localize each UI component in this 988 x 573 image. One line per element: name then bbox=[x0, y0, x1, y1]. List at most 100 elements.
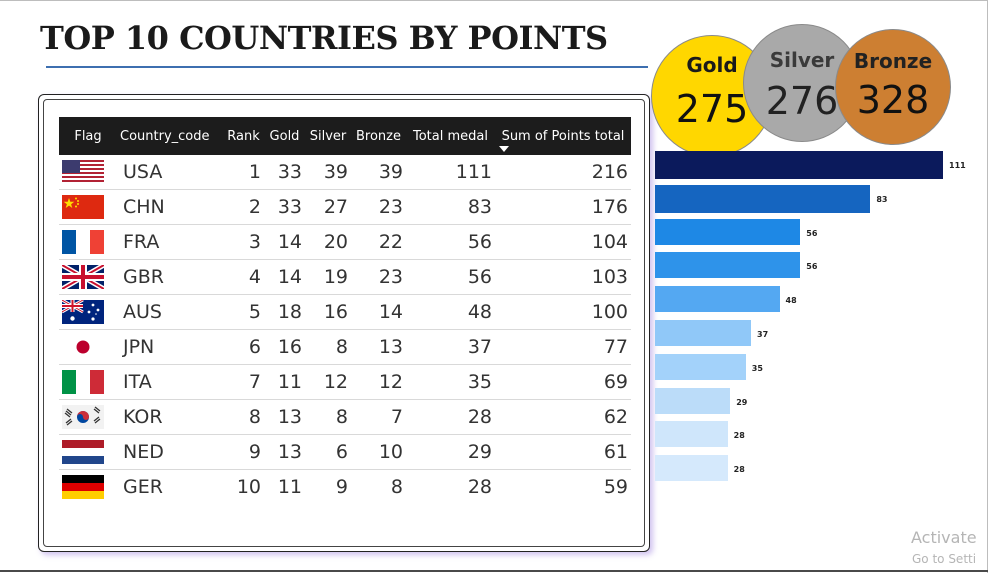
points-cell: 103 bbox=[495, 259, 631, 295]
medal-table[interactable]: Flag Country_code Rank Gold Silver Bronz… bbox=[59, 117, 631, 504]
table-row[interactable]: NED 9 13 6 10 29 61 bbox=[59, 434, 631, 470]
country-code-cell: FRA bbox=[117, 224, 223, 260]
bar-data-label: 37 bbox=[757, 330, 769, 339]
bar-1[interactable] bbox=[655, 151, 943, 179]
silver-cell: 20 bbox=[305, 224, 351, 260]
gold-cell: 13 bbox=[264, 399, 305, 435]
silver-cell: 8 bbox=[305, 329, 351, 365]
bar-data-label: 83 bbox=[876, 194, 888, 204]
table-row[interactable]: CHN 2 33 27 23 83 176 bbox=[59, 189, 631, 225]
france-flag-icon bbox=[62, 230, 104, 254]
silver-cell: 27 bbox=[305, 189, 351, 225]
points-cell: 77 bbox=[495, 329, 631, 365]
gold-cell: 16 bbox=[264, 329, 305, 365]
silver-cell: 19 bbox=[305, 259, 351, 295]
germany-flag-icon bbox=[62, 475, 104, 499]
silver-cell: 6 bbox=[305, 434, 351, 470]
table-row[interactable]: ITA 7 11 12 12 35 69 bbox=[59, 364, 631, 400]
flag-cell bbox=[59, 155, 117, 190]
flag-cell bbox=[59, 224, 117, 260]
country-code-cell: GBR bbox=[117, 259, 223, 295]
table-card-inner-border bbox=[43, 99, 645, 547]
flag-cell bbox=[59, 189, 117, 225]
table-row[interactable]: KOR 8 13 8 7 28 62 bbox=[59, 399, 631, 435]
column-header-gold[interactable]: Gold bbox=[264, 117, 305, 155]
gold-cell: 14 bbox=[264, 224, 305, 260]
bronze-value: 328 bbox=[856, 78, 930, 122]
table-row[interactable]: USA 1 33 39 39 111 216 bbox=[59, 155, 631, 190]
flag-cell bbox=[59, 434, 117, 470]
table-row[interactable]: GER 10 11 9 8 28 59 bbox=[59, 470, 631, 505]
flag-cell bbox=[59, 470, 117, 505]
bar-data-label: 28 bbox=[733, 465, 745, 475]
rank-cell: 4 bbox=[223, 259, 264, 295]
silver-cell: 12 bbox=[305, 364, 351, 400]
silver-cell: 8 bbox=[305, 399, 351, 435]
country-code-cell: JPN bbox=[117, 329, 223, 365]
column-header-sum-of-points[interactable]: Sum of Points total bbox=[495, 117, 631, 155]
country-code-cell: NED bbox=[117, 434, 223, 470]
silver-label: Silver bbox=[769, 48, 835, 72]
table-header-row: Flag Country_code Rank Gold Silver Bronz… bbox=[59, 117, 631, 155]
table-row[interactable]: GBR 4 14 19 23 56 103 bbox=[59, 259, 631, 295]
bronze-cell: 23 bbox=[351, 189, 406, 225]
bronze-cell: 7 bbox=[351, 399, 406, 435]
bar-4[interactable] bbox=[655, 252, 801, 279]
column-header-silver[interactable]: Silver bbox=[305, 117, 351, 155]
usa-flag-icon bbox=[62, 160, 104, 184]
silver-cell: 9 bbox=[335, 476, 348, 498]
bronze-cell: 14 bbox=[351, 294, 406, 330]
bronze-cell: 39 bbox=[351, 155, 406, 190]
uk-flag-icon bbox=[60, 262, 106, 292]
country-code-cell: ITA bbox=[117, 364, 223, 400]
column-header-flag[interactable]: Flag bbox=[59, 117, 117, 155]
column-header-bronze[interactable]: Bronze bbox=[351, 117, 406, 155]
bar-data-label: 56 bbox=[806, 262, 818, 272]
bronze-cell: 23 bbox=[351, 259, 406, 295]
bar-5[interactable] bbox=[655, 286, 780, 313]
table-row[interactable]: FRA 3 14 20 22 56 104 bbox=[59, 224, 631, 260]
points-cell: 61 bbox=[495, 434, 631, 470]
bar-data-label: 29 bbox=[736, 397, 748, 407]
points-cell: 176 bbox=[495, 189, 631, 225]
points-cell: 59 bbox=[603, 476, 628, 498]
korea-flag-icon bbox=[62, 405, 104, 429]
silver-cell: 39 bbox=[305, 155, 351, 190]
total-medal-cell: 56 bbox=[406, 224, 495, 260]
rank-cell: 8 bbox=[223, 399, 264, 435]
bar-7[interactable] bbox=[655, 353, 746, 380]
gold-cell: 11 bbox=[277, 476, 302, 498]
page-title: TOP 10 COUNTRIES BY POINTS bbox=[40, 19, 608, 57]
bar-data-label: 111 bbox=[949, 161, 966, 170]
total-medal-cell: 56 bbox=[406, 259, 495, 295]
total-medal-cell: 28 bbox=[406, 399, 495, 435]
gold-cell: 13 bbox=[264, 434, 305, 470]
activate-watermark: Activate bbox=[911, 528, 977, 547]
australia-flag-icon bbox=[61, 298, 104, 324]
flag-cell bbox=[59, 364, 117, 400]
table-row[interactable]: JPN 6 16 8 13 37 77 bbox=[59, 329, 631, 365]
rank-cell: 9 bbox=[223, 434, 264, 470]
column-header-total-medal[interactable]: Total medal bbox=[406, 117, 495, 155]
column-header-rank[interactable]: Rank bbox=[223, 117, 264, 155]
flag-cell bbox=[59, 329, 117, 365]
points-cell: 104 bbox=[495, 224, 631, 260]
flag-cell bbox=[59, 399, 117, 435]
bar-2[interactable] bbox=[655, 184, 871, 213]
bar-10[interactable] bbox=[655, 455, 728, 482]
total-medal-cell: 83 bbox=[406, 189, 495, 225]
rank-cell: 7 bbox=[223, 364, 264, 400]
bar-6[interactable] bbox=[655, 320, 751, 346]
total-medal-cell: 37 bbox=[406, 329, 495, 365]
country-code-cell: KOR bbox=[117, 399, 223, 435]
table-row[interactable]: AUS 5 18 16 14 48 100 bbox=[59, 294, 631, 330]
column-header-country-code[interactable]: Country_code bbox=[117, 117, 223, 155]
bar-3[interactable] bbox=[655, 218, 801, 245]
bronze-cell: 8 bbox=[390, 476, 403, 498]
country-code-cell: GER bbox=[123, 476, 163, 498]
bar-8[interactable] bbox=[655, 387, 731, 414]
gold-label: Gold bbox=[686, 53, 738, 77]
points-cell: 216 bbox=[495, 155, 631, 190]
bar-9[interactable] bbox=[655, 421, 728, 448]
rank-cell: 6 bbox=[223, 329, 264, 365]
